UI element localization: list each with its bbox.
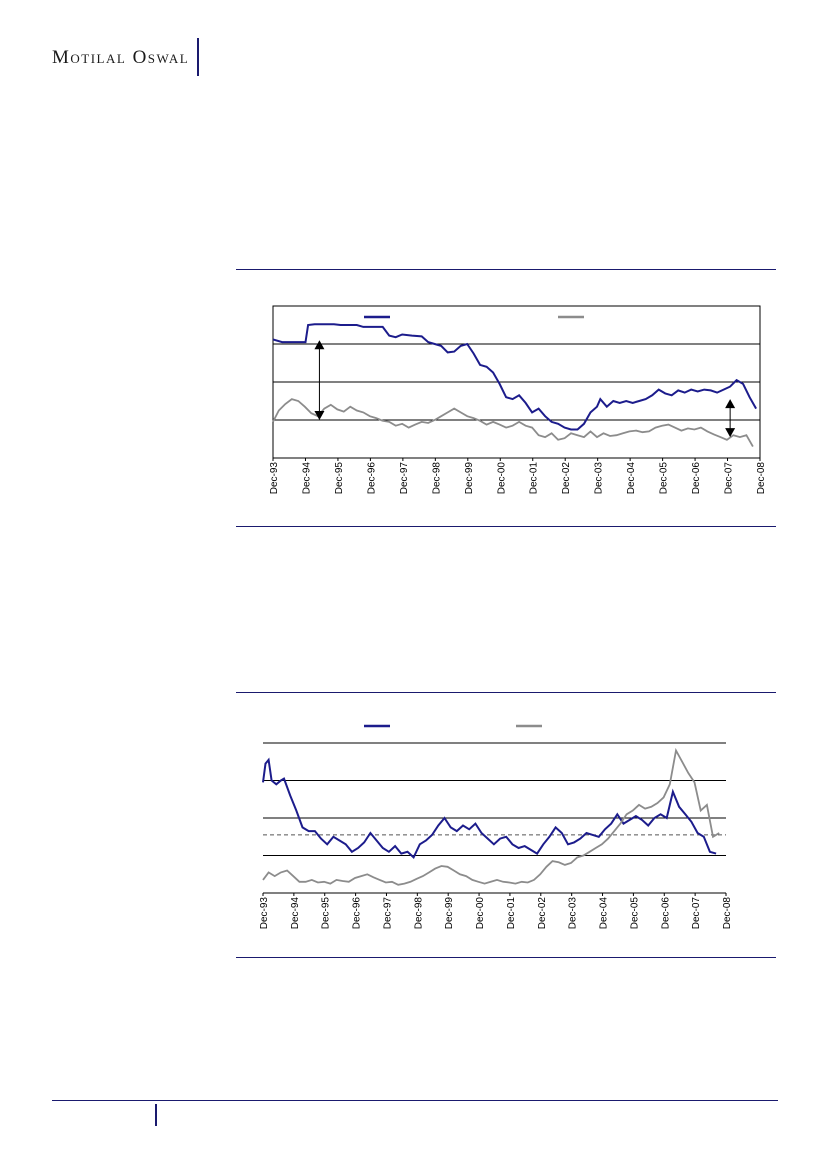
x-tick-label: Dec-93: [269, 462, 280, 495]
x-tick-label: Dec-01: [506, 897, 517, 930]
x-tick-label: Dec-97: [382, 897, 393, 930]
x-tick-label: Dec-03: [594, 462, 605, 495]
x-tick-label: Dec-08: [722, 897, 733, 930]
x-tick-label: Dec-96: [366, 462, 377, 495]
x-tick-label: Dec-99: [444, 897, 455, 930]
chart-1-bottom-rule: [236, 526, 776, 527]
header-divider: [197, 38, 199, 76]
series-line-1: [262, 757, 717, 860]
x-tick-label: Dec-05: [659, 462, 670, 495]
chart-1-top-rule: [236, 269, 776, 270]
x-tick-label: Dec-94: [290, 897, 301, 930]
x-tick-label: Dec-02: [537, 897, 548, 930]
x-tick-label: Dec-01: [529, 462, 540, 495]
series-line-2: [272, 398, 754, 448]
x-tick-label: Dec-05: [629, 897, 640, 930]
x-tick-label: Dec-95: [321, 897, 332, 930]
x-tick-label: Dec-00: [475, 897, 486, 930]
x-tick-label: Dec-93: [259, 897, 270, 930]
x-tick-label: Dec-97: [399, 462, 410, 495]
x-tick-label: Dec-06: [691, 462, 702, 495]
x-tick-label: Dec-96: [352, 897, 363, 930]
x-tick-label: Dec-95: [334, 462, 345, 495]
x-tick-label: Dec-04: [599, 897, 610, 930]
series-line-2: [262, 747, 720, 886]
x-tick-label: Dec-08: [756, 462, 767, 495]
x-tick-label: Dec-06: [660, 897, 671, 930]
x-tick-label: Dec-99: [464, 462, 475, 495]
x-tick-label: Dec-98: [431, 462, 442, 495]
arrow-head-down: [314, 411, 325, 420]
chart-1: Dec-93 Dec-94 Dec-95 Dec-96 Dec-97 Dec-98 Dec-…: [269, 305, 767, 495]
arrow-head-up: [725, 399, 736, 409]
x-tick-label: Dec-04: [626, 462, 637, 495]
arrow-head-down: [725, 428, 736, 438]
x-tick-label: Dec-00: [496, 462, 507, 495]
series-line-1: [272, 323, 757, 431]
x-tick-label: Dec-02: [561, 462, 572, 495]
x-tick-label: Dec-07: [724, 462, 735, 495]
footer-rule: [52, 1100, 778, 1101]
x-tick-label: Dec-98: [413, 897, 424, 930]
brand-logo: Motilal Oswal: [52, 47, 190, 68]
chart-2-bottom-rule: [236, 957, 776, 958]
arrow-head-up: [314, 340, 325, 350]
x-tick-label: Dec-94: [301, 462, 312, 495]
chart-2: Dec-93 Dec-94 Dec-95 Dec-96 Dec-97 Dec-98 Dec-…: [259, 724, 733, 930]
footer-divider: [155, 1104, 157, 1126]
x-tick-label: Dec-03: [568, 897, 579, 930]
chart-2-top-rule: [236, 692, 776, 693]
x-tick-label: Dec-07: [691, 897, 702, 930]
